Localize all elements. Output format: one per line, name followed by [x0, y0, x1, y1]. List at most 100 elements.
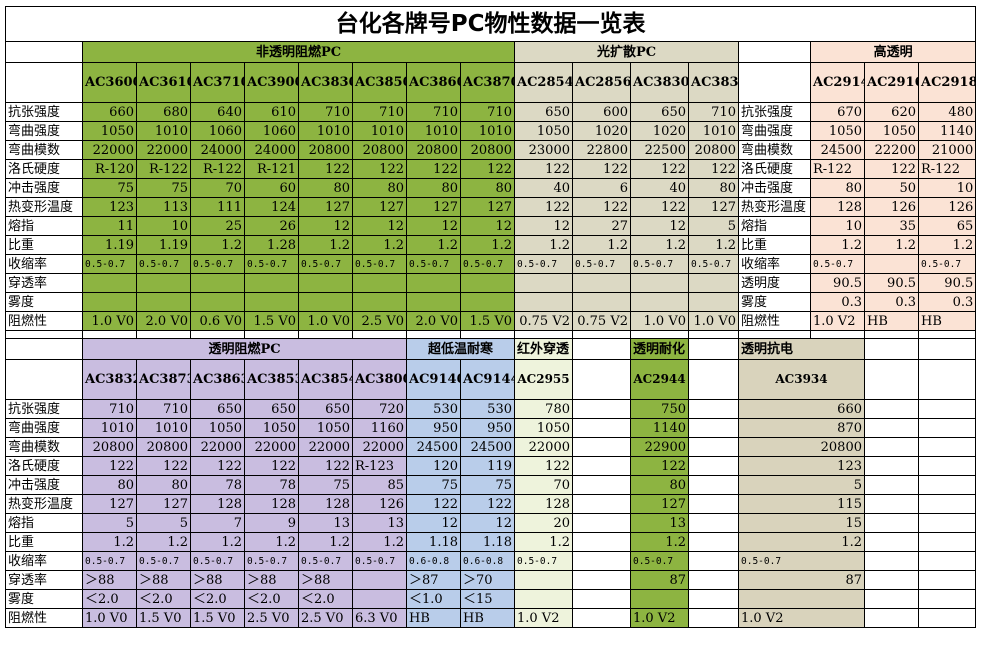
value-cell: 126 [352, 494, 407, 514]
value-cell: 1050 [514, 121, 573, 141]
value-cell: 600 [572, 102, 631, 122]
value-cell: 1.0 V0 [82, 311, 137, 331]
table-cell [190, 330, 245, 339]
value-cell: HB [406, 608, 461, 628]
value-cell [460, 292, 515, 312]
value-cell: 111 [190, 197, 245, 217]
value-cell: 40 [514, 178, 573, 198]
table-cell [864, 532, 919, 552]
group-header-row: 非透明阻燃PC 光扩散PC 高透明 [5, 41, 977, 63]
value-cell: 90.5 [864, 273, 919, 293]
table-cell [5, 338, 83, 360]
value-cell: 20800 [82, 437, 137, 457]
table-cell [572, 359, 631, 400]
value-cell: 128 [244, 494, 299, 514]
value-cell [864, 254, 919, 274]
value-cell [352, 292, 407, 312]
value-cell: 1.2 [298, 532, 353, 552]
table-cell [917, 330, 977, 339]
value-cell: 80 [82, 475, 137, 495]
value-cell: 1.2 [406, 235, 461, 255]
grade-code: AC2916 [864, 62, 919, 103]
value-cell [738, 589, 865, 609]
value-cell: 7 [190, 513, 245, 533]
value-cell: ＜2.0 [82, 589, 137, 609]
value-cell: 0.5-0.7 [917, 254, 977, 274]
value-cell: ＜1.0 [406, 589, 461, 609]
value-cell: 80 [352, 178, 407, 198]
value-cell [514, 570, 573, 590]
value-cell: R-122 [810, 159, 865, 179]
value-cell: 1.5 V0 [136, 608, 191, 628]
group-header: 非透明阻燃PC [82, 41, 515, 63]
value-cell: 950 [406, 418, 461, 438]
grade-code: AC2944 [630, 359, 689, 400]
table-cell [864, 456, 919, 476]
value-cell: 680 [136, 102, 191, 122]
value-cell: 22000 [514, 437, 573, 457]
value-cell: 90.5 [917, 273, 977, 293]
value-cell: 0.6-0.8 [460, 551, 515, 571]
value-cell: 12 [460, 216, 515, 236]
value-cell: 127 [406, 197, 461, 217]
property-label: 弯曲强度 [5, 121, 83, 141]
value-cell: 1.18 [460, 532, 515, 552]
value-cell: 122 [190, 456, 245, 476]
value-cell: ＞88 [244, 570, 299, 590]
table-row: 弯曲强度 1050 1010 1060 1060 1010 1010 1010 1010 1050… [5, 121, 977, 141]
value-cell: 87 [738, 570, 865, 590]
property-label: 阻燃性 [5, 311, 83, 331]
table-cell [864, 589, 919, 609]
value-cell: 15 [738, 513, 865, 533]
table-cell [688, 551, 739, 571]
value-cell: 21000 [917, 140, 977, 160]
value-cell: 5 [688, 216, 739, 236]
table-cell [572, 418, 631, 438]
value-cell: 1.2 [244, 532, 299, 552]
table-cell [688, 437, 739, 457]
value-cell: 0.5-0.7 [514, 551, 573, 571]
table-cell [5, 330, 83, 339]
value-cell: 1.2 [190, 235, 245, 255]
value-cell: 1060 [244, 121, 299, 141]
table-cell [864, 338, 919, 360]
value-cell: 1140 [630, 418, 689, 438]
group-header: 透明阻燃PC [82, 338, 407, 360]
value-cell: 1.2 [738, 532, 865, 552]
value-cell: 1.2 [917, 235, 977, 255]
value-cell: 1.2 [630, 235, 689, 255]
value-cell: 650 [244, 399, 299, 419]
value-cell: 60 [244, 178, 299, 198]
value-cell: 650 [190, 399, 245, 419]
value-cell [244, 292, 299, 312]
value-cell: 480 [917, 102, 977, 122]
table-row: 比重 1.2 1.2 1.2 1.2 1.2 1.2 1.18 1.18 1.2 1.2 1.2 [5, 532, 977, 552]
value-cell: 12 [352, 216, 407, 236]
value-cell: 80 [630, 475, 689, 495]
value-cell: 1.2 [298, 235, 353, 255]
grade-code-row: AC3832 AC3873 AC3863 AC3853 AC3854 AC3800 AC91… [5, 359, 977, 400]
value-cell: 1.28 [244, 235, 299, 255]
value-cell [352, 273, 407, 293]
value-cell [352, 589, 407, 609]
grade-code: AC2918 [917, 62, 977, 103]
property-label: 抗张强度 [5, 399, 83, 419]
value-cell: 530 [406, 399, 461, 419]
table-cell [738, 330, 811, 339]
table-row: 熔指 5 5 7 9 13 13 12 12 20 13 15 [5, 513, 977, 533]
value-cell: 1010 [82, 418, 137, 438]
value-cell: 0.5-0.7 [244, 551, 299, 571]
value-cell: 2.5 V0 [298, 608, 353, 628]
property-label: 洛氏硬度 [738, 159, 811, 179]
table-cell [514, 330, 573, 339]
value-cell: 22200 [864, 140, 919, 160]
value-cell: HB [460, 608, 515, 628]
value-cell: 0.5-0.7 [460, 254, 515, 274]
value-cell: 710 [688, 102, 739, 122]
table-cell [352, 330, 407, 339]
table-cell [688, 456, 739, 476]
value-cell: 0.75 V2 [514, 311, 573, 331]
table-cell [864, 608, 919, 628]
value-cell: 13 [298, 513, 353, 533]
group-header: 红外穿透 [514, 338, 573, 360]
